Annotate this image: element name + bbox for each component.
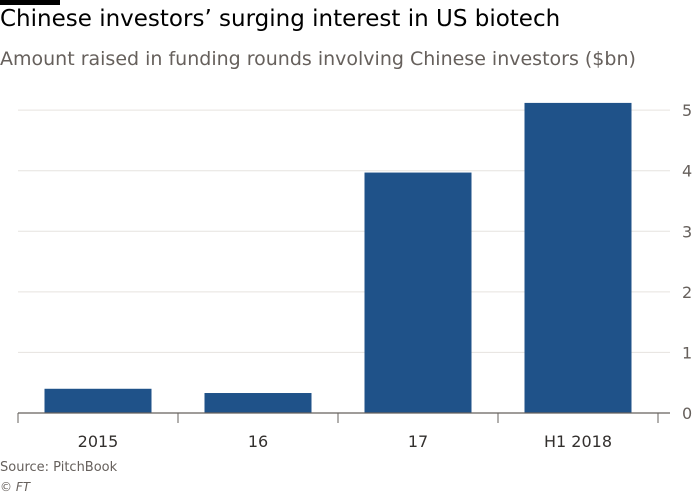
bar: [44, 388, 152, 413]
y-tick-label: 2: [682, 283, 692, 302]
copyright-note: © FT: [0, 480, 31, 494]
bar: [364, 172, 472, 413]
top-accent-rule: [0, 0, 60, 5]
x-category-label: 17: [408, 432, 428, 451]
y-tick-label: 3: [682, 222, 692, 241]
y-tick-label: 1: [682, 343, 692, 362]
bar: [204, 393, 312, 413]
y-tick-label: 0: [682, 404, 692, 423]
chart-subtitle: Amount raised in funding rounds involvin…: [0, 48, 636, 70]
y-tick-label: 5: [682, 101, 692, 120]
x-category-label: H1 2018: [544, 432, 612, 451]
chart-title: Chinese investors’ surging interest in U…: [0, 6, 561, 32]
x-category-label: 2015: [78, 432, 119, 451]
bar-chart: 0 1 2 3 4 5 2015 16 17 H1 2018: [17, 101, 692, 451]
y-tick-label: 4: [682, 162, 692, 181]
source-note: Source: PitchBook: [0, 460, 118, 475]
bar: [524, 102, 632, 413]
x-category-label: 16: [248, 432, 268, 451]
